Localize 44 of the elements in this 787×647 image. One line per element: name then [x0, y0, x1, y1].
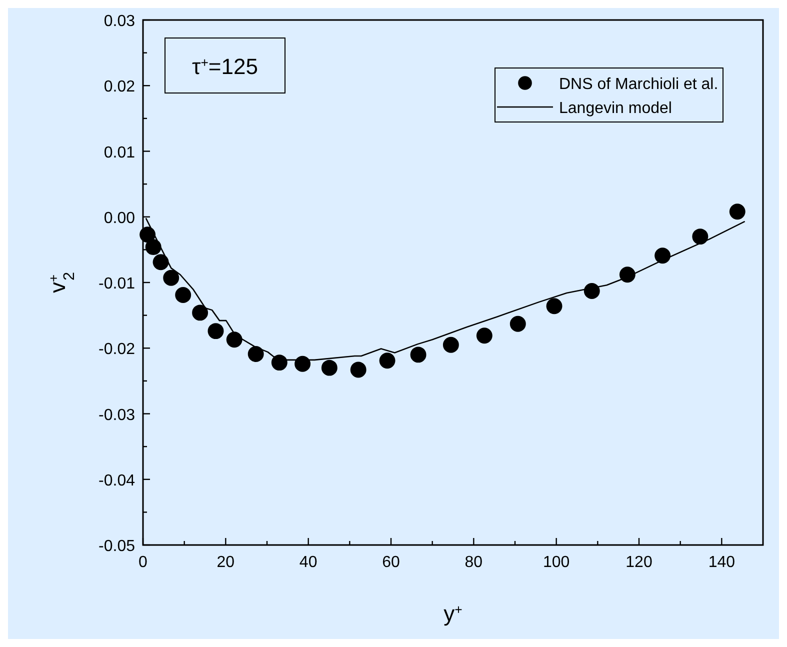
point — [584, 283, 600, 299]
x-tick-label: 120 — [626, 554, 652, 571]
y-tick-label: -0.01 — [98, 276, 136, 292]
y-tick-label: -0.05 — [98, 538, 136, 555]
point — [510, 316, 526, 332]
point — [145, 239, 162, 256]
point — [226, 332, 242, 348]
point — [271, 354, 288, 371]
annotation: τ$^{+}$=125 — [192, 54, 258, 79]
point — [410, 346, 426, 363]
y-tick-label: 0.01 — [104, 144, 136, 162]
legend-label: DNS of Marchioli et al. — [559, 76, 718, 93]
x-tick-label: 80 — [464, 554, 483, 571]
point — [321, 360, 338, 376]
point — [476, 328, 492, 344]
x-tick-label: 40 — [299, 554, 318, 571]
y-tick-label: 0.02 — [104, 78, 136, 96]
x-tick-label: 140 — [708, 554, 736, 571]
point — [163, 270, 180, 286]
point — [729, 204, 746, 220]
point — [619, 266, 636, 283]
x-axis-title: y$^{+}$ — [444, 601, 463, 626]
y-tick-label: 0.00 — [104, 210, 136, 227]
point — [208, 323, 224, 340]
y-tick-label: -0.02 — [98, 341, 136, 358]
point — [546, 298, 562, 314]
x-tick-label: 20 — [216, 554, 235, 571]
point — [379, 352, 396, 369]
point — [692, 228, 708, 245]
point — [350, 362, 366, 378]
y-tick-label: 0.03 — [104, 13, 136, 30]
point — [654, 248, 671, 264]
legend-label: Langevin model — [559, 100, 672, 117]
y-tick-label: -0.04 — [98, 472, 136, 490]
y-tick-label: -0.03 — [98, 406, 136, 424]
point — [192, 304, 208, 321]
point — [175, 287, 192, 303]
point — [248, 346, 264, 362]
x-tick-label: 100 — [542, 554, 570, 571]
point — [442, 336, 459, 353]
point — [294, 356, 311, 372]
x-tick-label: 60 — [382, 554, 400, 571]
point — [152, 254, 169, 270]
x-tick-label: 0 — [138, 554, 148, 571]
